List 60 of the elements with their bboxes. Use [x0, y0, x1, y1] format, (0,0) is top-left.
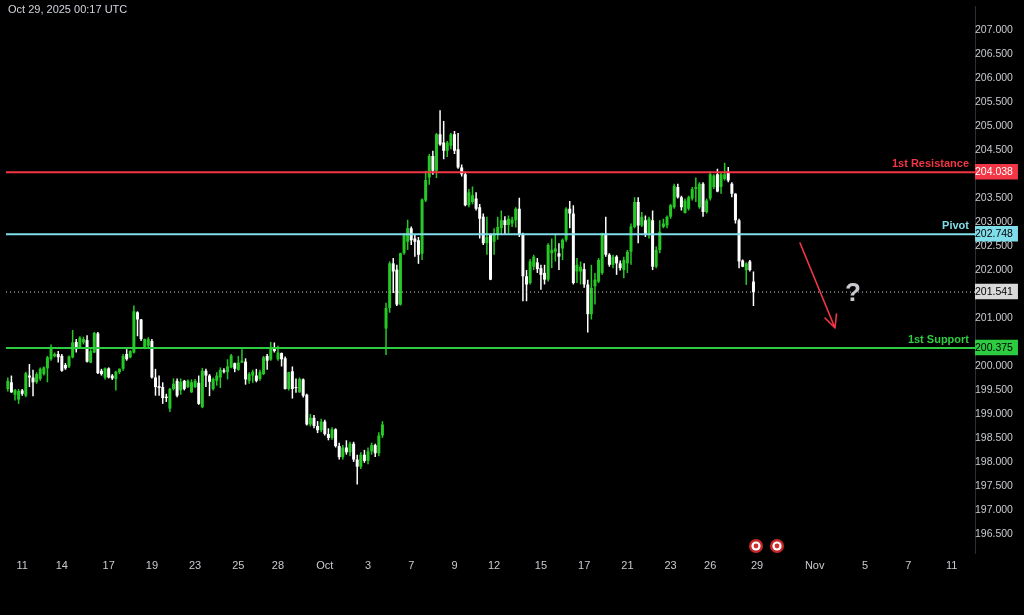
- x-tick-label: 17: [578, 558, 591, 571]
- candlestick: [135, 311, 139, 337]
- candlestick: [31, 369, 35, 397]
- ref-line-label: 1st Resistance: [891, 156, 969, 169]
- x-tick-label: 11: [16, 558, 28, 571]
- y-tick-label: 205.000: [974, 119, 1014, 132]
- x-tick-label: 7: [408, 558, 415, 571]
- x-tick-label: 19: [145, 558, 159, 571]
- y-tick-label: 197.000: [974, 502, 1014, 515]
- y-tick-label: 198.000: [974, 454, 1014, 467]
- candlestick: [204, 368, 208, 388]
- x-tick-label: 9: [451, 558, 458, 571]
- x-tick-label: 23: [188, 558, 202, 571]
- x-tick-label: 15: [534, 558, 548, 571]
- y-tick-label: 198.500: [974, 430, 1014, 443]
- candlestick: [265, 353, 269, 370]
- x-tick-label: Oct: [316, 558, 334, 571]
- annotation: Oct 29, 2025 00:17 UTC: [8, 3, 128, 15]
- x-tick-label: Nov: [804, 558, 825, 571]
- x-tick-label: 23: [664, 558, 677, 571]
- y-tick-label: 202.748: [974, 227, 1014, 240]
- ref-line-label: Pivot: [942, 218, 970, 231]
- y-tick-label: 199.000: [974, 406, 1014, 419]
- y-tick-label: 207.000: [974, 23, 1014, 36]
- y-tick-label: 203.500: [974, 191, 1014, 204]
- x-tick-label: 14: [55, 558, 68, 571]
- annotation: ?: [845, 277, 861, 307]
- candlestick: [557, 243, 561, 271]
- x-tick-label: 11: [945, 558, 958, 571]
- x-tick-label: 29: [750, 558, 764, 571]
- y-tick-label: 200.000: [974, 358, 1014, 371]
- y-tick-label: 200.375: [974, 340, 1014, 353]
- y-tick-label: 197.500: [974, 478, 1014, 491]
- candlestick: [485, 216, 489, 255]
- y-tick-label: 201.541: [974, 284, 1014, 297]
- y-tick-label: 196.500: [974, 526, 1014, 539]
- candlestick: [525, 270, 529, 302]
- candlestick: [470, 186, 474, 205]
- candlestick: [251, 369, 255, 383]
- y-tick-label: 199.500: [974, 382, 1014, 395]
- y-tick-label: 201.000: [974, 310, 1014, 323]
- y-tick-label: 203.000: [974, 214, 1014, 227]
- x-tick-label: 7: [905, 558, 912, 571]
- x-tick-label: 28: [271, 558, 285, 571]
- x-tick-label: 25: [232, 558, 245, 571]
- x-tick-label: 17: [102, 558, 115, 571]
- y-tick-label: 202.000: [974, 262, 1014, 275]
- y-tick-label: 204.038: [974, 165, 1014, 178]
- y-tick-label: 202.500: [974, 238, 1014, 251]
- x-tick-label: 26: [704, 558, 717, 571]
- x-tick-label: 3: [364, 558, 372, 571]
- ref-line-label: 1st Support: [907, 332, 970, 345]
- y-tick-label: 206.000: [974, 71, 1014, 84]
- x-tick-label: 5: [862, 558, 869, 571]
- y-tick-label: 205.500: [974, 95, 1014, 108]
- y-tick-label: 206.500: [974, 47, 1014, 60]
- x-tick-label: 12: [487, 558, 501, 571]
- x-tick-label: 21: [621, 558, 634, 571]
- candlestick: [575, 258, 579, 284]
- y-tick-label: 204.500: [974, 143, 1014, 156]
